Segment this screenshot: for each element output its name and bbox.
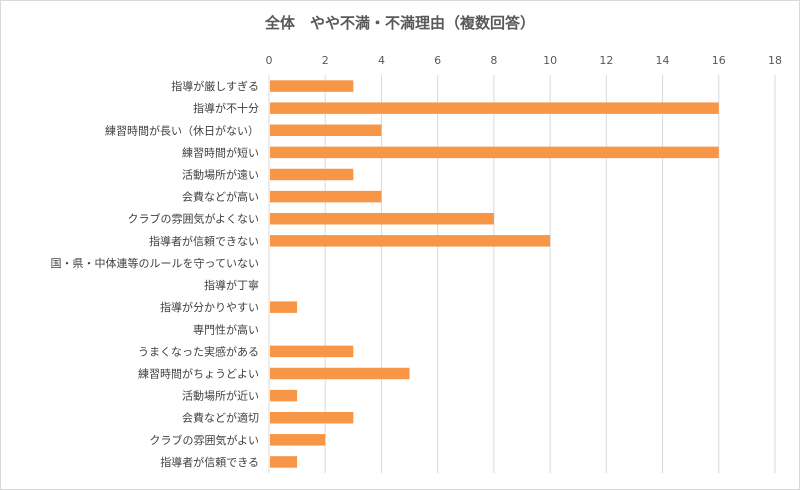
category-label: 練習時間が短い bbox=[182, 145, 259, 159]
category-label: 練習時間が長い（休日がない） bbox=[105, 123, 259, 137]
x-tick-label: 10 bbox=[543, 54, 557, 67]
bar-4 bbox=[270, 168, 354, 181]
x-tick-label: 12 bbox=[599, 54, 613, 67]
x-tick-label: 16 bbox=[712, 54, 726, 67]
category-label: クラブの雰囲気がよくない bbox=[128, 212, 259, 226]
category-label: うまくなった実感がある bbox=[138, 344, 259, 358]
bar-14 bbox=[270, 389, 298, 402]
x-tick-label: 2 bbox=[322, 54, 329, 67]
x-tick-label: 6 bbox=[434, 54, 441, 67]
x-tick-label: 4 bbox=[378, 54, 385, 67]
category-label: クラブの雰囲気がよい bbox=[150, 433, 259, 447]
bar-17 bbox=[270, 456, 298, 468]
category-label: 練習時間がちょうどよい bbox=[138, 367, 259, 381]
bar-7 bbox=[270, 235, 551, 247]
category-label: 指導が厳しすぎる bbox=[171, 79, 259, 93]
x-tick-label: 8 bbox=[490, 54, 497, 67]
chart-title: 全体 やや不満・不満理由（複数回答） bbox=[264, 14, 535, 32]
category-label: 活動場所が遠い bbox=[182, 168, 259, 182]
bar-3 bbox=[270, 146, 719, 159]
bar-5 bbox=[270, 190, 382, 203]
category-label: 指導者が信頼できる bbox=[160, 455, 259, 469]
bar-2 bbox=[270, 124, 382, 137]
x-tick-label: 18 bbox=[768, 54, 782, 67]
category-label: 指導が丁寧 bbox=[204, 278, 259, 292]
bar-6 bbox=[270, 212, 494, 225]
bar-0 bbox=[270, 80, 354, 92]
bar-10 bbox=[270, 301, 298, 313]
category-label: 国・県・中体連等のルールを守っていない bbox=[51, 256, 259, 270]
category-label: 会費などが高い bbox=[182, 190, 259, 204]
category-label: 指導者が信頼できない bbox=[149, 234, 259, 248]
bar-13 bbox=[270, 367, 410, 380]
category-label: 専門性が高い bbox=[193, 322, 259, 336]
bar-12 bbox=[270, 345, 354, 358]
bar-16 bbox=[270, 434, 326, 446]
x-axis-ticks: 0 2 4 6 8 10 12 14 16 18 bbox=[266, 54, 783, 67]
category-label: 指導が不十分 bbox=[193, 101, 259, 115]
x-tick-label: 0 bbox=[266, 54, 273, 67]
x-tick-label: 14 bbox=[656, 54, 670, 67]
bar-15 bbox=[270, 411, 354, 424]
category-label: 会費などが適切 bbox=[182, 411, 259, 425]
category-label: 指導が分かりやすい bbox=[160, 300, 259, 314]
bar-1 bbox=[270, 102, 719, 114]
bars bbox=[270, 80, 719, 468]
category-label: 活動場所が近い bbox=[182, 389, 259, 403]
grid-lines bbox=[268, 75, 776, 473]
